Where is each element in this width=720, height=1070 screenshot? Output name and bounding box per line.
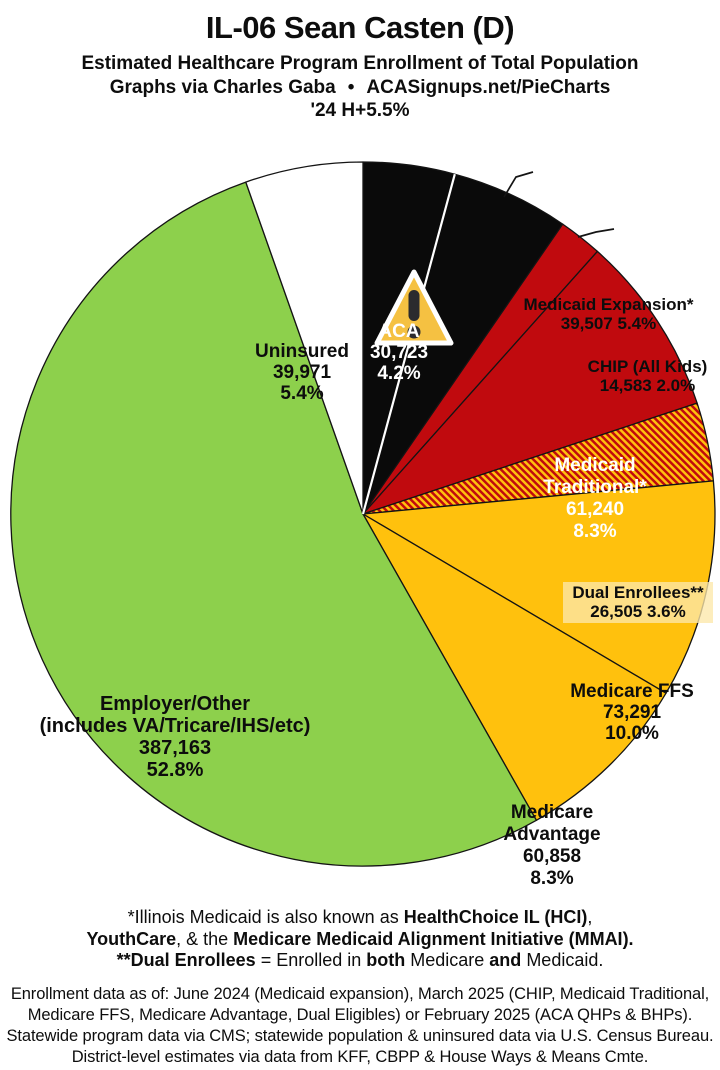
slice-label-line: ACA (378, 321, 420, 342)
warning-exclamation-bar (408, 290, 420, 321)
slice-label-medicaid-expansion: Medicaid Expansion* 39,507 5.4% (516, 295, 701, 333)
slice-label-line: 39,971 (272, 362, 332, 383)
chip-leader-line (577, 228, 615, 238)
pie-slices (10, 161, 716, 867)
slice-label-line: 52.8% (146, 759, 204, 781)
slice-label-uninsured: Uninsured 39,971 5.4% (232, 341, 372, 404)
pie-chart: ACA 30,723 4.2% Medicaid Expansion* 39,5… (0, 140, 720, 889)
slice-label-line: 4.2% (377, 363, 421, 384)
pie-slice-medicaid-traditional (362, 250, 698, 515)
credit-author: Graphs via Charles Gaba (109, 77, 336, 98)
slice-label-line: CHIP (All Kids) (587, 357, 708, 376)
year-tagline: '24 H+5.5% (310, 100, 410, 121)
slice-label-line: 5.4% (280, 383, 324, 404)
pie-slice-uninsured (245, 161, 364, 515)
slice-label-line: 8.3% (573, 521, 617, 542)
slice-label-line: Medicaid (554, 455, 636, 476)
slice-label-line: Medicare FFS (570, 681, 694, 702)
slice-label-medicare-ffs: Medicare FFS 73,291 10.0% (548, 681, 716, 744)
slice-label-line: Employer/Other (99, 693, 251, 715)
slice-label-line: 10.0% (605, 723, 659, 744)
slice-label-line: Advantage (503, 824, 601, 845)
credit-site: ACASignups.net/PieCharts (366, 77, 611, 98)
slice-label-line: 61,240 (565, 499, 625, 520)
footnote-definitions: *Illinois Medicaid is also known as Heal… (86, 907, 634, 970)
slice-label-line: 60,858 (522, 846, 582, 867)
credit-line: Graphs via Charles Gaba • ACASignups.net/P… (0, 76, 720, 100)
header: IL-06 Sean Casten (D) Estimated Healthca… (0, 0, 720, 122)
warning-icon (374, 269, 454, 346)
slice-label-medicaid-traditional: Medicaid Traditional* 61,240 8.3% (510, 455, 680, 543)
slice-label-medicare-advantage: Medicare Advantage 60,858 8.3% (472, 802, 632, 890)
slice-label-line: Dual Enrollees** (572, 583, 704, 602)
slice-label-dual-enrollees: Dual Enrollees** 26,505 3.6% (563, 582, 713, 623)
slice-label-employer-other: Employer/Other (includes VA/Tricare/IHS/… (30, 693, 320, 781)
bullet-separator: • (347, 77, 355, 98)
slice-label-line: 73,291 (602, 702, 662, 723)
slice-label-line: 8.3% (530, 868, 574, 889)
slice-label-line: 26,505 3.6% (590, 602, 686, 621)
pie-slice-employer-other (10, 181, 538, 867)
footnote-sources: Enrollment data as of: June 2024 (Medica… (6, 985, 714, 1066)
pie-chart-svg (10, 161, 716, 867)
page-title: IL-06 Sean Casten (D) (205, 10, 515, 45)
slice-label-line: (includes VA/Tricare/IHS/etc) (39, 715, 311, 737)
slice-label-chip: CHIP (All Kids) 14,583 2.0% (575, 357, 720, 395)
slice-label-line: 39,507 5.4% (560, 314, 657, 333)
slice-label-line: 387,163 (138, 737, 212, 759)
slice-label-line: Medicaid Expansion* (523, 295, 694, 314)
medicaid-expansion-leader-line (503, 171, 534, 198)
slice-label-line: Medicare (510, 802, 594, 823)
pie-slice-medicare-advantage (362, 513, 667, 821)
warning-exclamation-dot (407, 325, 421, 339)
slice-label-line: 30,723 (369, 342, 429, 363)
slice-label-line: 14,583 2.0% (599, 376, 696, 395)
slice-label-aca: ACA 30,723 4.2% (339, 321, 459, 384)
slice-label-line: Uninsured (255, 341, 349, 362)
slice-label-line: Traditional* (543, 477, 647, 498)
chart-subtitle: Estimated Healthcare Program Enrollment … (81, 53, 639, 74)
